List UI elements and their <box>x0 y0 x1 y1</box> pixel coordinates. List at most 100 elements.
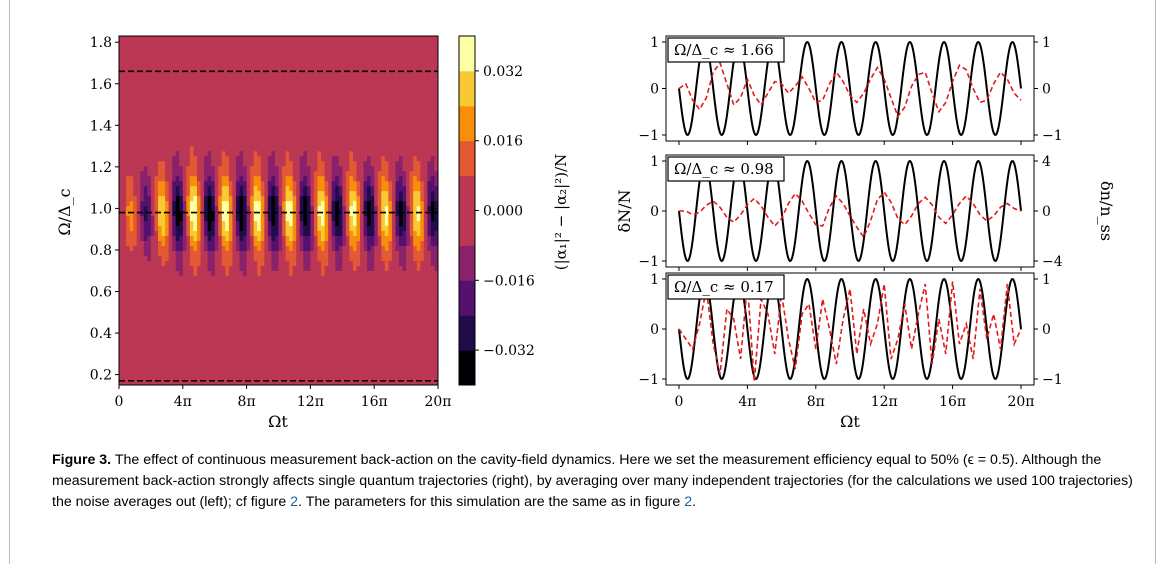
heatmap-cell <box>196 285 202 291</box>
heatmap-cell <box>274 270 280 276</box>
heatmap-cell <box>413 110 418 117</box>
heatmap-cell <box>395 295 400 301</box>
heatmap-cell <box>427 235 432 242</box>
heatmap-cell <box>420 300 425 306</box>
heatmap-cell <box>430 265 436 271</box>
heatmap-cell <box>363 350 368 356</box>
heatmap-cell <box>321 205 326 212</box>
heatmap-cell <box>328 230 333 237</box>
heatmap-cell <box>278 340 283 346</box>
heatmap-cell <box>257 340 262 346</box>
heatmap-cell <box>406 200 411 207</box>
heatmap-cell <box>143 190 148 197</box>
heatmap-cell <box>335 355 340 361</box>
heatmap-cell <box>250 170 255 177</box>
heatmap-cell <box>391 275 397 281</box>
heatmap-cell <box>352 335 358 341</box>
heatmap-cell <box>299 165 304 172</box>
heatmap-cell <box>328 150 333 157</box>
heatmap-cell <box>345 300 350 306</box>
heatmap-cell <box>388 340 393 346</box>
heatmap-cell <box>374 320 379 326</box>
heatmap-cell <box>186 285 191 291</box>
heatmap-cell <box>289 135 294 142</box>
heatmap-cell <box>342 205 347 212</box>
heatmap-cell <box>278 200 283 207</box>
heatmap-cell <box>193 170 198 177</box>
heatmap-cell <box>122 330 127 336</box>
heatmap-cell <box>200 195 205 202</box>
heatmap-cell <box>186 350 191 356</box>
heatmap-cell <box>427 300 432 306</box>
heatmap-cell <box>150 220 156 227</box>
heatmap-cell <box>122 175 127 182</box>
heatmap-cell <box>360 280 365 286</box>
heatmap-cell <box>345 295 350 301</box>
heatmap-cell <box>136 380 141 385</box>
heatmap-cell <box>133 160 138 167</box>
heatmap-cell <box>338 290 343 296</box>
heatmap-cell <box>161 355 166 361</box>
heatmap-cell <box>264 145 269 152</box>
heatmap-cell <box>274 300 280 306</box>
heatmap-cell <box>193 315 198 321</box>
heatmap-cell <box>193 195 198 202</box>
heatmap-cell <box>324 185 329 192</box>
heatmap-cell <box>292 290 297 296</box>
heatmap-cell <box>349 275 354 281</box>
heatmap-cell <box>303 315 308 321</box>
heatmap-cell <box>402 350 407 356</box>
heatmap-cell <box>257 345 262 351</box>
heatmap-cell <box>313 235 319 242</box>
heatmap-cell <box>345 350 350 356</box>
heatmap-cell <box>207 275 212 281</box>
heatmap-cell <box>175 170 180 177</box>
heatmap-cell <box>285 370 290 376</box>
heatmap-cell <box>150 245 156 251</box>
heatmap-cell <box>211 300 216 306</box>
heatmap-cell <box>317 230 322 237</box>
heatmap-cell <box>395 150 400 157</box>
heatmap-cell <box>374 185 379 192</box>
heatmap-cell <box>274 215 280 222</box>
heatmap-cell <box>399 160 404 167</box>
heatmap-cell <box>313 340 319 346</box>
heatmap-cell <box>427 195 432 202</box>
heatmap-cell <box>157 140 163 147</box>
heatmap-cell <box>282 260 287 266</box>
heatmap-cell <box>349 175 354 182</box>
heatmap-cell <box>328 220 333 227</box>
heatmap-cell <box>154 275 159 281</box>
heatmap-cell <box>282 340 287 346</box>
heatmap-cell <box>228 205 234 212</box>
heatmap-cell <box>253 235 258 242</box>
heatmap-cell <box>289 260 294 266</box>
heatmap-cell <box>168 345 173 351</box>
heatmap-cell <box>292 325 297 331</box>
heatmap-cell <box>193 280 198 286</box>
heatmap-cell <box>211 145 216 152</box>
heatmap-cell <box>154 155 159 162</box>
heatmap-cell <box>150 200 156 207</box>
heatmap-cell <box>303 250 308 256</box>
heatmap-cell <box>274 380 280 385</box>
heatmap-cell <box>143 120 148 127</box>
heatmap-cell <box>214 255 219 261</box>
heatmap-cell <box>232 375 237 381</box>
heatmap-cell <box>430 110 436 117</box>
heatmap-cell <box>211 220 216 227</box>
heatmap-cell <box>349 370 354 376</box>
heatmap-cell <box>289 150 294 157</box>
heatmap-cell <box>296 270 301 276</box>
heatmap-cell <box>278 370 283 376</box>
heatmap-cell <box>232 275 237 281</box>
heatmap-cell <box>388 130 393 137</box>
heatmap-cell <box>363 295 368 301</box>
heatmap-cell <box>260 110 265 117</box>
heatmap-cell <box>377 285 382 291</box>
heatmap-cell <box>253 180 258 187</box>
heatmap-cell <box>296 345 301 351</box>
heatmap-cell <box>310 135 315 142</box>
heatmap-cell <box>374 355 379 361</box>
heatmap-cell <box>175 365 180 371</box>
